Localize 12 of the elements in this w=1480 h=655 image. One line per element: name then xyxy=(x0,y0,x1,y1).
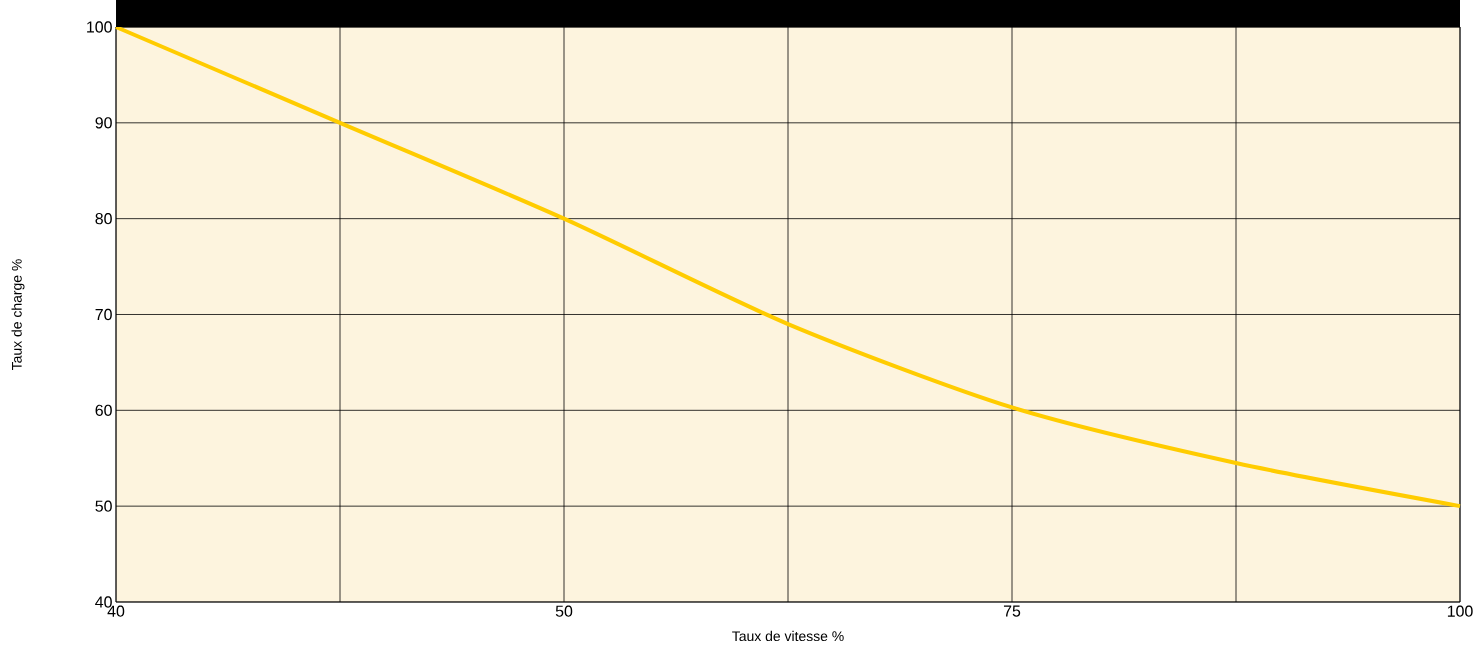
line-series xyxy=(114,24,1463,509)
y-tick-label: 70 xyxy=(95,308,112,321)
x-tick-label: 50 xyxy=(555,605,573,617)
x-tick-label: 100 xyxy=(1447,605,1473,617)
y-tick-label: 80 xyxy=(95,213,112,225)
y-tick-label: 90 xyxy=(95,117,112,129)
x-tick-label: 75 xyxy=(1003,605,1021,617)
y-axis-title: Taux de charge % xyxy=(11,259,25,370)
y-tick-label: 60 xyxy=(95,404,112,416)
y-tick-label: 50 xyxy=(95,500,112,512)
x-axis-title: Taux de vitesse % xyxy=(732,630,844,642)
y-tick-label: 100 xyxy=(87,21,112,33)
